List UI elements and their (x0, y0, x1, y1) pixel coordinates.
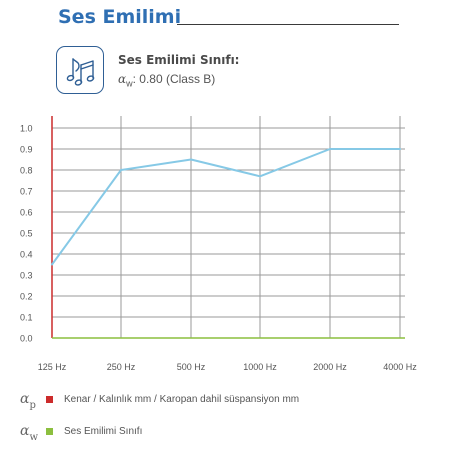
legend-text: Ses Emilimi Sınıfı (64, 426, 143, 437)
data-point (51, 263, 53, 266)
x-tick-label: 250 Hz (107, 362, 136, 372)
y-tick-label: 0.0 (20, 334, 33, 344)
legend-swatch-red (46, 396, 53, 403)
x-tick-label: 125 Hz (38, 362, 67, 372)
y-tick-label: 0.7 (20, 187, 33, 197)
legend-symbol: αp (20, 391, 36, 411)
legend-swatch-green (46, 428, 53, 435)
alpha-subscript: w (126, 78, 133, 89)
data-point (399, 148, 401, 150)
info-title: Ses Emilimi Sınıfı: (118, 53, 240, 67)
legend-symbol: αw (20, 423, 39, 443)
y-tick-label: 0.1 (20, 313, 33, 323)
x-tick-label: 1000 Hz (243, 362, 277, 372)
absorption-chart: 0.0 0.1 0.2 0.3 0.4 0.5 0.6 0.7 0.8 0.9 1.0 125 Hz 2… (20, 116, 417, 372)
legend-text: Kenar / Kalınlık mm / Karopan dahil süsp… (64, 394, 300, 405)
y-tick-label: 0.9 (20, 145, 33, 155)
y-tick-label: 0.5 (20, 229, 33, 239)
page-title: Ses Emilimi (58, 6, 182, 28)
y-tick-label: 0.8 (20, 166, 33, 176)
y-tick-label: 0.6 (20, 208, 33, 218)
x-tick-label: 2000 Hz (313, 362, 347, 372)
data-point (259, 175, 261, 178)
data-point (120, 169, 122, 171)
y-tick-label: 1.0 (20, 124, 33, 134)
absorption-value: : 0.80 (Class B) (132, 72, 216, 86)
data-point (329, 148, 331, 150)
series-line (51, 148, 400, 266)
y-tick-label: 0.4 (20, 250, 33, 260)
music-notes-icon (56, 46, 104, 94)
title-underline (177, 24, 399, 25)
y-tick-label: 0.3 (20, 271, 33, 281)
info-value: αw: 0.80 (Class B) (118, 72, 215, 88)
y-tick-label: 0.2 (20, 292, 33, 302)
data-point (190, 158, 192, 161)
x-tick-label: 4000 Hz (383, 362, 417, 372)
alpha-symbol: α (118, 72, 127, 86)
x-tick-label: 500 Hz (177, 362, 206, 372)
